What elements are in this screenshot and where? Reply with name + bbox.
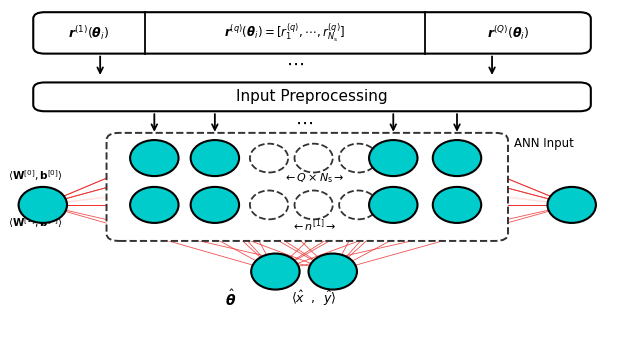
Ellipse shape (339, 144, 378, 172)
Ellipse shape (191, 187, 239, 223)
Ellipse shape (339, 191, 378, 219)
Text: $\langle\mathbf{W}^{[1]},\mathbf{b}^{[1]}\rangle$: $\langle\mathbf{W}^{[1]},\mathbf{b}^{[1]… (8, 216, 63, 231)
Text: $\boldsymbol{r}^{(1)}(\boldsymbol{\theta}_i)$: $\boldsymbol{r}^{(1)}(\boldsymbol{\theta… (68, 24, 109, 42)
FancyBboxPatch shape (33, 82, 591, 111)
Text: $\cdots$: $\cdots$ (285, 55, 303, 73)
Ellipse shape (369, 187, 417, 223)
Ellipse shape (308, 253, 357, 290)
Ellipse shape (250, 144, 288, 172)
Ellipse shape (433, 140, 481, 176)
Text: $\langle\hat{x}\;\;,\;\;\hat{y}\rangle$: $\langle\hat{x}\;\;,\;\;\hat{y}\rangle$ (291, 289, 336, 308)
Text: $\hat{\boldsymbol{\theta}}$: $\hat{\boldsymbol{\theta}}$ (225, 289, 236, 309)
Ellipse shape (130, 140, 179, 176)
Text: $\leftarrow n^{[1]}\rightarrow$: $\leftarrow n^{[1]}\rightarrow$ (291, 217, 337, 234)
Text: ANN Input: ANN Input (515, 137, 574, 150)
Ellipse shape (433, 187, 481, 223)
Text: Input Preprocessing: Input Preprocessing (236, 89, 388, 104)
Ellipse shape (19, 187, 67, 223)
FancyBboxPatch shape (106, 133, 508, 241)
Text: $\cdots$: $\cdots$ (295, 114, 313, 132)
Ellipse shape (191, 140, 239, 176)
Ellipse shape (294, 191, 333, 219)
Ellipse shape (251, 253, 300, 290)
Text: $\boldsymbol{r}^{(Q)}(\boldsymbol{\theta}_i)$: $\boldsymbol{r}^{(Q)}(\boldsymbol{\theta… (486, 24, 529, 42)
Ellipse shape (369, 140, 417, 176)
Ellipse shape (250, 191, 288, 219)
Text: $\langle\mathbf{W}^{[0]},\mathbf{b}^{[0]}\rangle$: $\langle\mathbf{W}^{[0]},\mathbf{b}^{[0]… (8, 169, 63, 184)
Ellipse shape (294, 144, 333, 172)
Text: $\leftarrow Q\times N_\mathrm{s}\rightarrow$: $\leftarrow Q\times N_\mathrm{s}\rightar… (283, 171, 344, 185)
FancyBboxPatch shape (33, 12, 591, 54)
Ellipse shape (547, 187, 596, 223)
Ellipse shape (130, 187, 179, 223)
Text: $\boldsymbol{r}^{(q)}(\boldsymbol{\theta}_i)=[r_1^{(q)},\cdots,r_{N_\mathrm{s}}^: $\boldsymbol{r}^{(q)}(\boldsymbol{\theta… (224, 22, 346, 44)
